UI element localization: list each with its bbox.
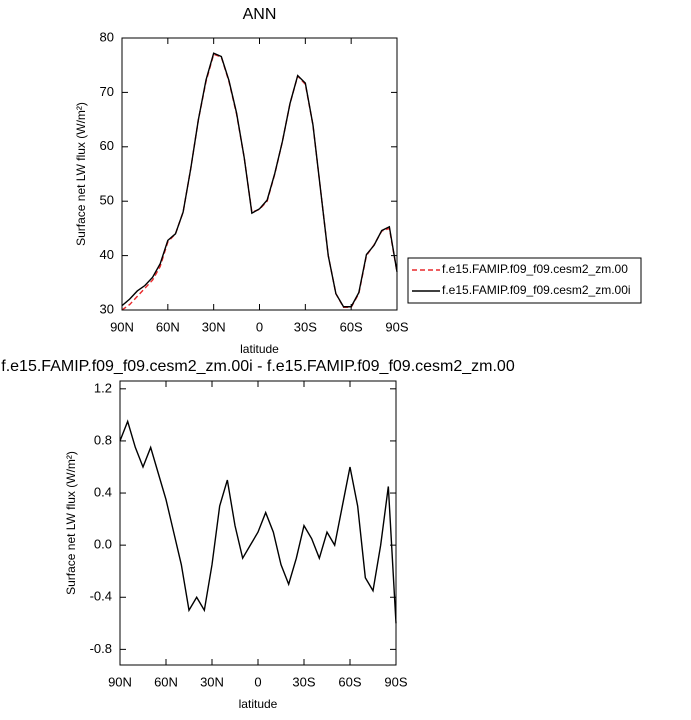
y-tick-label: 0.8 xyxy=(94,432,112,447)
y-axis-label: Surface net LW flux (W/m²) xyxy=(74,102,88,246)
y-tick-label: -0.8 xyxy=(90,641,112,656)
legend-label: f.e15.FAMIP.f09_f09.cesm2_zm.00 xyxy=(442,262,628,276)
x-tick-label: 90S xyxy=(385,319,408,334)
x-tick-label: 0 xyxy=(256,319,263,334)
y-tick-label: 60 xyxy=(100,138,114,153)
y-tick-label: 30 xyxy=(100,301,114,316)
x-tick-label: 60S xyxy=(338,674,361,689)
chart-title: ANN xyxy=(243,6,277,23)
x-tick-label: 30S xyxy=(294,319,317,334)
plot-frame xyxy=(121,37,398,311)
y-tick-label: -0.4 xyxy=(90,589,112,604)
x-tick-label: 0 xyxy=(254,674,261,689)
series-line xyxy=(121,52,398,308)
x-axis-label: latitude xyxy=(240,342,279,356)
x-tick-label: 30N xyxy=(202,319,226,334)
x-tick-label: 60N xyxy=(156,319,180,334)
y-tick-label: 70 xyxy=(100,84,114,99)
x-tick-label: 30N xyxy=(200,674,224,689)
y-tick-label: 0.4 xyxy=(94,484,112,499)
x-tick-label: 90S xyxy=(384,674,407,689)
y-tick-label: 1.2 xyxy=(94,380,112,395)
series-line xyxy=(121,53,398,311)
x-tick-label: 60S xyxy=(340,319,363,334)
chart-title: f.e15.FAMIP.f09_f09.cesm2_zm.00i - f.e15… xyxy=(1,358,515,375)
legend-box xyxy=(407,257,642,304)
x-tick-label: 90N xyxy=(108,674,132,689)
y-tick-label: 40 xyxy=(100,247,114,262)
plot-frame xyxy=(119,380,397,666)
x-tick-label: 90N xyxy=(110,319,134,334)
x-axis-label: latitude xyxy=(239,697,278,711)
y-tick-label: 50 xyxy=(100,193,114,208)
x-tick-label: 60N xyxy=(154,674,178,689)
y-tick-label: 0.0 xyxy=(94,537,112,552)
legend-label: f.e15.FAMIP.f09_f09.cesm2_zm.00i xyxy=(442,283,631,297)
x-tick-label: 30S xyxy=(292,674,315,689)
series-line xyxy=(119,419,397,624)
y-tick-label: 80 xyxy=(100,29,114,44)
y-axis-label: Surface net LW flux (W/m²) xyxy=(64,451,78,595)
